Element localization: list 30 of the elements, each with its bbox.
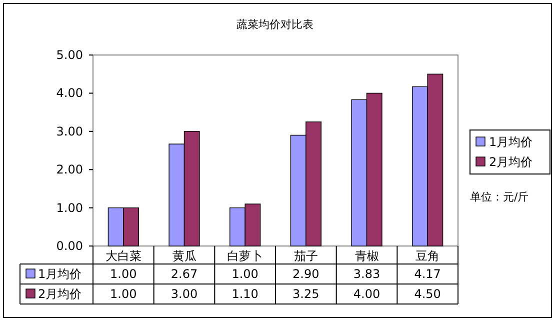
data-label: 1.10 [232,287,258,301]
legend-label: 2月均价 [489,155,533,169]
legend-label: 1月均价 [38,267,82,281]
data-label: 3.25 [292,287,320,301]
y-tick-label: 4.00 [56,86,83,100]
text: 2月均价 [38,287,82,301]
y-tick-label: 3.00 [56,124,83,138]
x-tick-label: 大白菜 [105,249,142,263]
chart-title: 蔬菜均价对比表 [236,18,314,31]
x-tick-label: 豆角 [416,249,440,263]
text: 1月均价 [489,135,533,149]
y-tick-label: 5.00 [56,48,83,62]
data-label: 3.00 [170,287,198,301]
y-tick-label: 1.00 [56,200,83,215]
x-tick-label: 白萝卜 [227,249,264,263]
data-label: 1.00 [110,287,137,301]
y-tick-label: 2.00 [56,162,83,177]
data-label: 4.50 [414,287,441,301]
data-label: 3.83 [353,267,380,281]
data-label: 4.00 [353,287,380,301]
x-tick-label: 青椒 [354,249,379,263]
data-label: 1.00 [110,267,137,281]
x-tick-label: 黄瓜 [172,249,196,263]
y-tick-label: 0.00 [56,239,83,253]
text: 单位：元/斤 [470,190,529,204]
data-label: 2.67 [170,267,198,281]
data-label: 2.90 [292,267,320,281]
x-tick-label: 茄子 [294,249,318,263]
data-label: 4.17 [414,267,441,281]
data-label: 1.00 [232,267,258,281]
